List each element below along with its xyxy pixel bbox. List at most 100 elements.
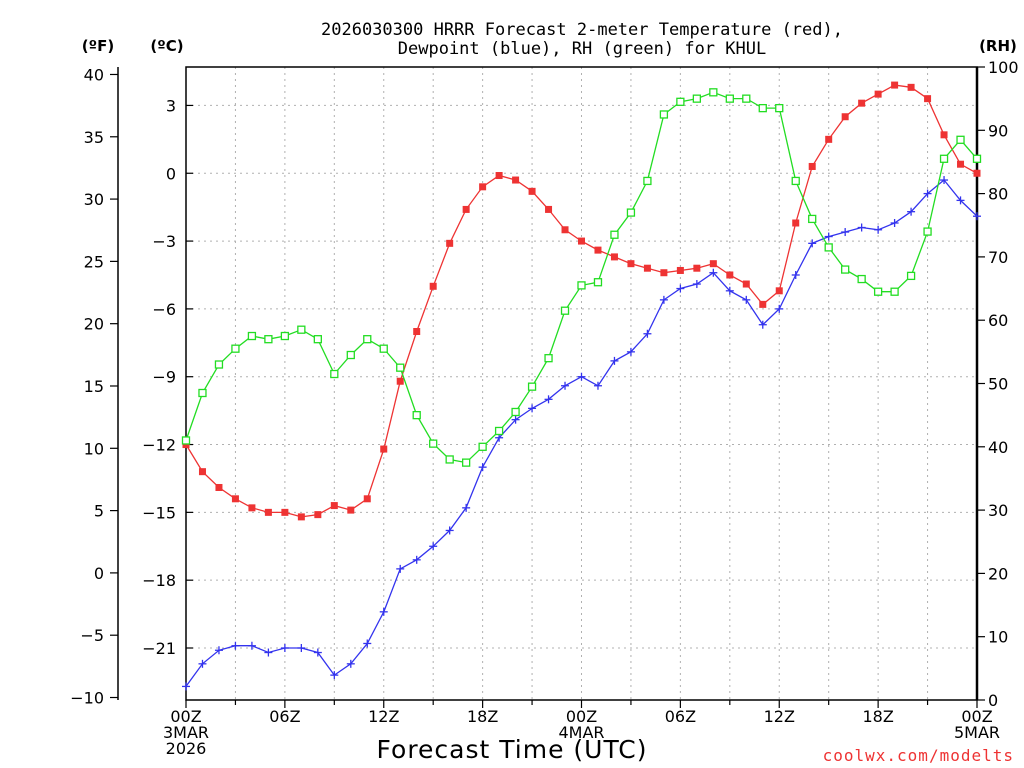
dewpoint-point (544, 395, 553, 404)
rh-point (379, 344, 388, 353)
time-tick-label: 18Z (862, 707, 893, 726)
rh-point (808, 214, 817, 224)
dewpoint-point (709, 268, 718, 277)
time-tick-label: 00Z (566, 707, 597, 726)
rh-point (231, 344, 240, 353)
dewpoint-point (626, 347, 635, 356)
temperature-point (676, 266, 684, 274)
celsius-tick-label: −12 (142, 436, 176, 455)
rh-unit-label: (RH) (979, 37, 1017, 55)
rh-point (725, 94, 734, 103)
rh-tick-label: 100 (988, 58, 1019, 77)
rh-point (626, 208, 636, 217)
rh-point (643, 176, 652, 186)
chart-title-line-2: Dewpoint (blue), RH (green) for KHUL (398, 39, 766, 59)
rh-point (593, 278, 603, 287)
credit-link[interactable]: coolwx.com/modelts (823, 746, 1014, 765)
rh-tick-label: 50 (988, 375, 1008, 394)
celsius-tick-label: −9 (152, 368, 176, 387)
celsius-tick-label: 0 (166, 164, 176, 183)
dewpoint-point (231, 641, 240, 650)
chart-title-line-1: 2026030300 HRRR Forecast 2-meter Tempera… (321, 20, 843, 40)
time-tick-label: 12Z (368, 707, 399, 726)
rh-point (676, 97, 685, 106)
plot-frame (185, 66, 978, 701)
dewpoint-point (462, 503, 471, 512)
temperature-point (198, 468, 206, 476)
rh-point (709, 88, 718, 97)
fahrenheit-tick-label: 15 (84, 377, 104, 396)
temperature-point (973, 169, 981, 177)
dewpoint-point (478, 463, 487, 472)
time-tick-label: 06Z (665, 707, 696, 726)
rh-point (247, 331, 257, 341)
celsius-tick-label: 3 (166, 96, 176, 115)
rh-point (659, 110, 669, 119)
rh-point (972, 154, 982, 163)
time-tick-label: 00Z (170, 707, 201, 726)
temperature-point (528, 187, 536, 195)
celsius-tick-label: −21 (142, 639, 176, 658)
temperature-point (264, 508, 272, 516)
time-tick-label: 06Z (269, 707, 300, 726)
rh-point (890, 287, 899, 296)
fahrenheit-tick-label: 10 (84, 439, 104, 458)
temperature-point (413, 328, 421, 336)
temperature-point (841, 113, 849, 121)
rh-point (873, 287, 883, 296)
rh-point (511, 407, 520, 417)
fahrenheit-tick-label: 25 (84, 252, 104, 271)
dewpoint-point (445, 526, 454, 535)
temperature-point (759, 300, 767, 308)
rh-tick-label: 60 (988, 311, 1008, 330)
fahrenheit-tick-label: 0 (94, 564, 104, 583)
temperature-point (693, 264, 701, 272)
dewpoint-point (313, 648, 322, 657)
gridlines (186, 67, 977, 700)
x-axis-label: Forecast Time (UTC) (377, 735, 648, 764)
rh-point (396, 363, 405, 372)
temperature-point (957, 160, 965, 168)
fahrenheit-tick-label: 20 (84, 315, 104, 334)
temperature-point (578, 237, 585, 245)
temperature-point (825, 135, 833, 143)
dewpoint-point (198, 659, 207, 668)
rh-point (742, 94, 751, 103)
dewpoint-point (775, 304, 784, 313)
time-tick-label: 2026 (166, 739, 207, 758)
rh-point (791, 176, 800, 186)
rh-point (923, 227, 932, 236)
dewpoint-point (808, 239, 817, 248)
fahrenheit-tick-label: 30 (84, 190, 104, 209)
rh-point (214, 360, 224, 369)
rh-point (841, 265, 850, 274)
dewpoint-point (973, 212, 981, 221)
dewpoint-point (396, 564, 405, 573)
rh-point (181, 436, 191, 445)
rh-tick-label: 80 (988, 185, 1008, 204)
temperature-point (297, 513, 305, 521)
rh-tick-label: 20 (988, 564, 1008, 583)
temperature-point (660, 269, 668, 277)
rh-point (939, 154, 949, 163)
dewpoint-point (857, 223, 866, 232)
temperature-point (891, 81, 899, 89)
dewpoint-point (725, 286, 734, 295)
temperature-point (363, 495, 371, 503)
rh-point (297, 325, 306, 334)
rh-point (610, 230, 619, 239)
dewpoint-point (280, 644, 289, 653)
fahrenheit-tick-label: 40 (84, 65, 104, 84)
temperature-point (314, 511, 322, 519)
rh-tick-label: 70 (988, 248, 1008, 267)
rh-tick-label: 40 (988, 438, 1008, 457)
temperature-point (808, 162, 816, 170)
fahrenheit-unit-label: (ºF) (82, 37, 114, 55)
time-tick-label: 12Z (764, 707, 795, 726)
dewpoint-point (874, 225, 883, 234)
rh-point (412, 410, 421, 420)
temperature-point (545, 205, 553, 213)
temperature-point (281, 508, 289, 516)
temperature-point (479, 183, 487, 191)
